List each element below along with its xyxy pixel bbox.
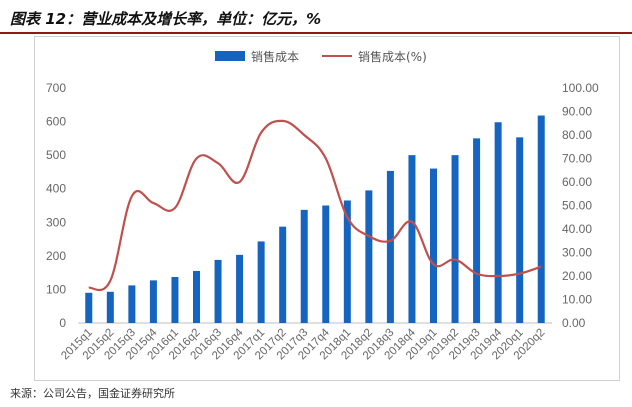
bar bbox=[257, 241, 265, 323]
y-right-tick-label: 20.00 bbox=[562, 269, 592, 283]
bar-series bbox=[85, 115, 545, 324]
y-right-tick-label: 70.00 bbox=[562, 152, 592, 166]
bar bbox=[451, 155, 459, 323]
growth-line bbox=[88, 119, 542, 292]
legend-bar-label: 销售成本 bbox=[251, 49, 299, 64]
bar bbox=[365, 190, 373, 323]
bar bbox=[322, 205, 330, 323]
x-axis-labels: 2015q12015q22015q32015q42016q12016q22016… bbox=[59, 326, 547, 362]
y-axis-left: 0 100 200 300 400 500 600 700 bbox=[46, 81, 66, 330]
y-right-tick-label: 10.00 bbox=[562, 293, 592, 307]
legend-bar-swatch bbox=[215, 51, 245, 61]
bar bbox=[300, 209, 308, 323]
bar bbox=[343, 200, 351, 323]
bar bbox=[193, 270, 200, 323]
bar bbox=[236, 254, 244, 323]
bar bbox=[537, 115, 545, 324]
y-left-tick-label: 300 bbox=[46, 215, 66, 229]
bar bbox=[279, 226, 287, 323]
bar bbox=[408, 155, 416, 323]
bar bbox=[494, 122, 502, 323]
y-left-tick-label: 600 bbox=[46, 115, 66, 129]
bar bbox=[171, 277, 179, 323]
y-right-tick-label: 60.00 bbox=[562, 175, 592, 189]
bar bbox=[516, 137, 524, 323]
legend: 销售成本 销售成本(%) bbox=[215, 49, 427, 64]
bar bbox=[85, 292, 93, 323]
y-right-tick-label: 30.00 bbox=[562, 246, 592, 260]
y-left-tick-label: 0 bbox=[59, 316, 66, 330]
y-right-tick-label: 0.00 bbox=[562, 316, 586, 330]
bar bbox=[430, 168, 437, 323]
y-right-tick-label: 40.00 bbox=[562, 222, 592, 236]
y-left-tick-label: 100 bbox=[46, 282, 66, 296]
source-note: 来源：公司公告，国金证券研究所 bbox=[10, 387, 175, 400]
y-axis-right: 0.00 10.00 20.00 30.00 40.00 50.00 60.00 70.00 8… bbox=[562, 81, 599, 330]
y-right-tick-label: 100.00 bbox=[562, 81, 599, 95]
y-left-tick-label: 400 bbox=[46, 182, 66, 196]
y-right-tick-label: 80.00 bbox=[562, 128, 592, 142]
y-left-tick-label: 500 bbox=[46, 148, 66, 162]
y-right-tick-label: 50.00 bbox=[562, 199, 592, 213]
line-series bbox=[88, 119, 542, 292]
bar bbox=[128, 285, 136, 323]
bar bbox=[214, 259, 222, 323]
title-divider bbox=[0, 32, 632, 34]
y-right-tick-label: 90.00 bbox=[562, 105, 592, 119]
legend-line-label: 销售成本(%) bbox=[358, 49, 427, 64]
bar bbox=[473, 138, 481, 323]
bar bbox=[106, 291, 114, 323]
bar bbox=[149, 280, 157, 323]
y-left-tick-label: 200 bbox=[46, 249, 66, 263]
y-left-tick-label: 700 bbox=[46, 81, 66, 95]
page-title: 图表 12：营业成本及增长率，单位：亿元，% bbox=[10, 10, 322, 28]
chart-frame bbox=[34, 36, 620, 381]
bar bbox=[386, 170, 394, 323]
